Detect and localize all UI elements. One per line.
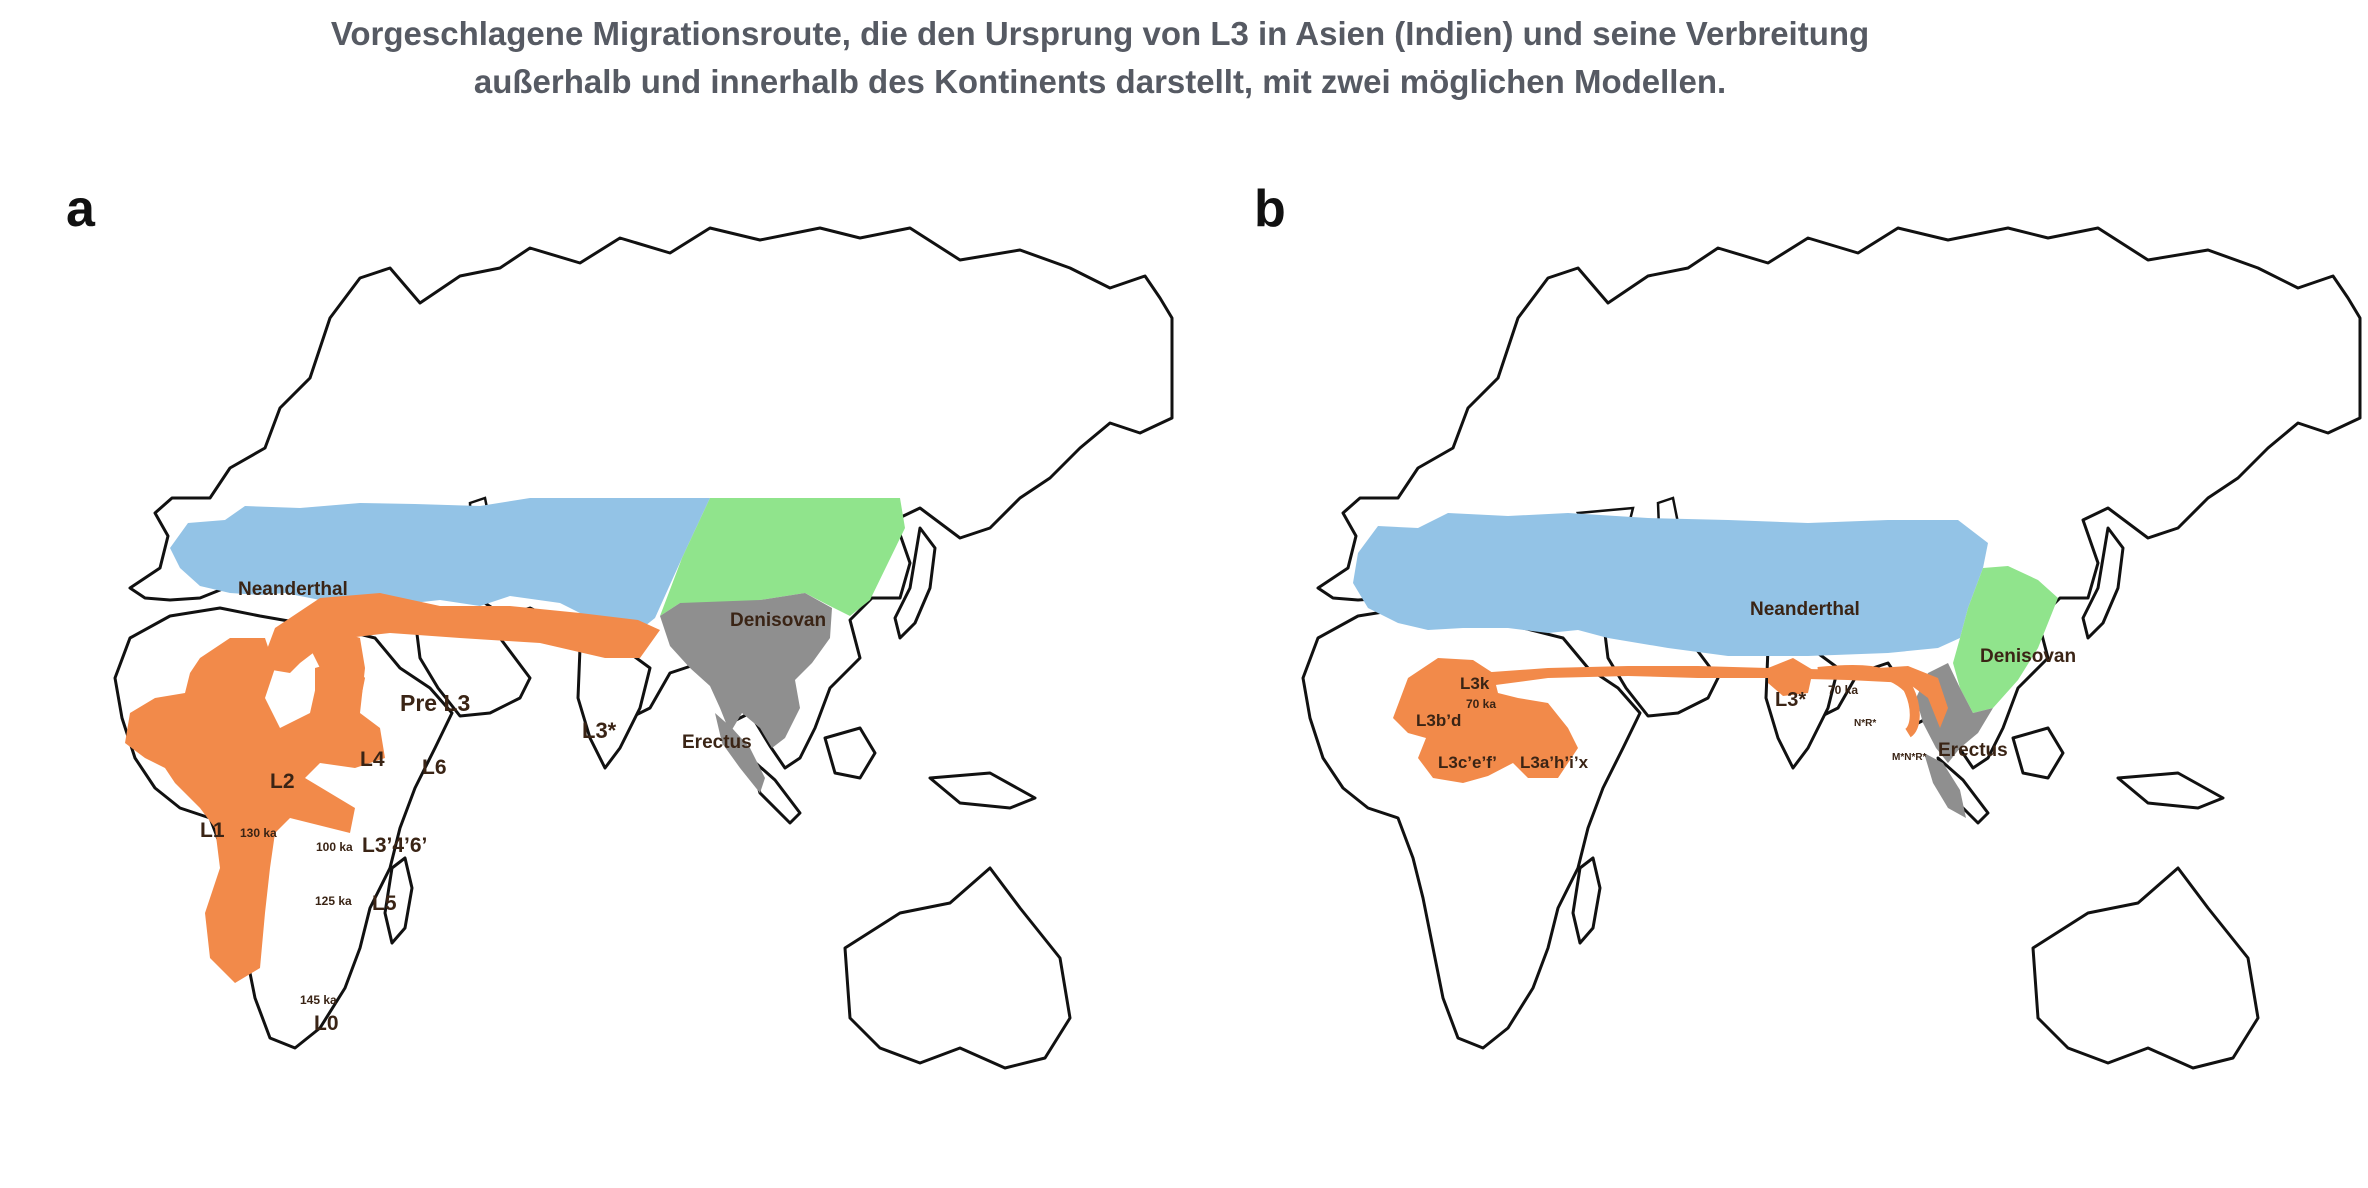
migration-regions-b — [1393, 658, 1948, 783]
label-age-70-africa: 70 ka — [1466, 697, 1496, 711]
label-l6: L6 — [422, 756, 447, 779]
migration-regions-a — [125, 593, 660, 983]
panel-letter-a: a — [66, 180, 96, 238]
label-l5: L5 — [372, 892, 397, 915]
australia-outline — [843, 866, 1072, 1070]
label-age-100: 100 ka — [316, 840, 353, 854]
figure-title-line-2: außerhalb und innerhalb des Kontinents d… — [473, 63, 1727, 100]
erectus-region-peninsula-b — [1924, 753, 1966, 818]
migration-body-africa-b — [1393, 658, 1578, 783]
label-l0: L0 — [314, 1012, 339, 1035]
label-pre-l3: Pre L3 — [400, 690, 470, 716]
migration-curve-india — [1817, 664, 1920, 738]
label-l3bd: L3b’d — [1416, 711, 1461, 730]
erectus-region-peninsula-a — [715, 713, 765, 793]
region-labels-b: Neanderthal Denisovan Erectus L3k 70 ka … — [1416, 599, 2076, 772]
label-age-145: 145 ka — [300, 993, 337, 1007]
madagascar-outline — [383, 856, 414, 945]
label-neanderthal-b: Neanderthal — [1750, 599, 1860, 620]
migration-band-b — [1438, 666, 1948, 728]
borneo-outline-b — [2011, 726, 2065, 780]
label-age-125: 125 ka — [315, 894, 352, 908]
migration-lobe-l6 — [315, 658, 365, 720]
label-erectus-a: Erectus — [682, 732, 752, 753]
japan-outline — [893, 526, 937, 640]
figure-title-line-1: Vorgeschlagene Migrationsroute, die den … — [330, 15, 1870, 52]
label-l3-4-6: L3’4’6’ — [362, 834, 427, 857]
japan-outline-b — [2081, 526, 2125, 640]
denisovan-region-a — [660, 498, 905, 616]
label-l4: L4 — [360, 748, 385, 771]
new-guinea-outline-b — [2116, 771, 2225, 810]
label-l2: L2 — [270, 770, 295, 793]
neanderthal-region-a — [170, 498, 710, 638]
denisovan-region-b — [1953, 566, 2058, 713]
hominin-regions-a — [170, 498, 905, 793]
hominin-regions-b — [1353, 513, 2058, 818]
panel-letter-b: b — [1254, 180, 1286, 238]
africa-outline — [113, 606, 454, 1050]
migration-body-africa — [125, 628, 385, 983]
label-l3-star-b: L3* — [1775, 689, 1806, 711]
label-l3cef: L3c’e’f’ — [1438, 753, 1497, 772]
region-labels-a: Neanderthal Denisovan Erectus Pre L3 L3*… — [200, 579, 826, 1035]
map-a-svg: a — [66, 180, 1174, 1070]
label-nr: N*R* — [1854, 718, 1876, 729]
neanderthal-region-b — [1353, 513, 1988, 656]
label-age-70-asia: 70 ka — [1828, 683, 1858, 697]
label-l3k: L3k — [1460, 674, 1490, 693]
label-age-130: 130 ka — [240, 826, 277, 840]
new-guinea-outline — [928, 771, 1037, 810]
figure-title: Vorgeschlagene Migrationsroute, die den … — [0, 10, 2200, 106]
label-mnr: M*N*R* — [1892, 752, 1927, 763]
india-outline — [576, 644, 652, 770]
label-l3ahix: L3a’h’i’x — [1520, 753, 1589, 772]
map-panel-b: b Neanderthal — [1248, 168, 2362, 1168]
australia-outline-b — [2031, 866, 2260, 1070]
erectus-region-a — [660, 593, 832, 748]
migration-lobe-l3-star — [1768, 658, 1813, 696]
madagascar-outline-b — [1571, 856, 1602, 945]
map-b-svg: b Neanderthal — [1254, 180, 2362, 1070]
map-panel-a: a — [60, 168, 1174, 1168]
label-l1: L1 — [200, 819, 225, 842]
label-denisovan-b: Denisovan — [1980, 646, 2076, 667]
label-denisovan-a: Denisovan — [730, 610, 826, 631]
migration-band-pre-l3 — [260, 593, 660, 673]
borneo-outline — [823, 726, 877, 780]
label-neanderthal-a: Neanderthal — [238, 579, 348, 600]
label-erectus-b: Erectus — [1938, 740, 2008, 761]
label-l3-star-a: L3* — [582, 718, 617, 743]
